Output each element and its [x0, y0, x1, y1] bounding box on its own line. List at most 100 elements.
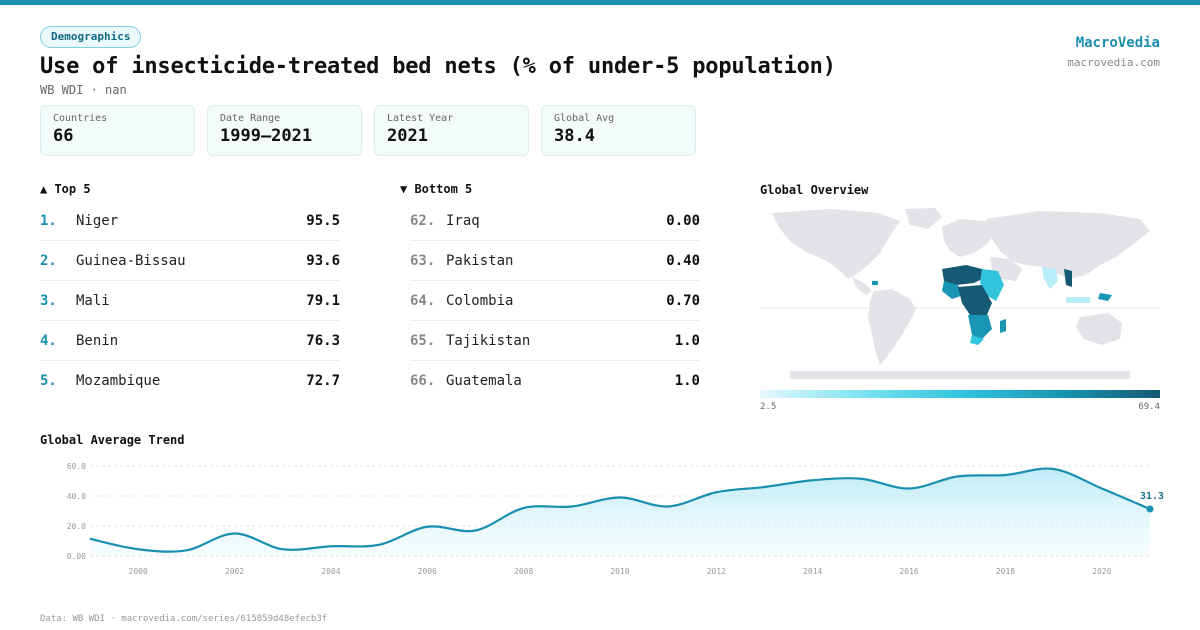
- rank-number: 64.: [410, 292, 436, 309]
- country-value: 76.3: [306, 332, 340, 349]
- x-tick-label: 2014: [803, 567, 822, 576]
- list-item[interactable]: 3. Mali 79.1: [40, 281, 340, 321]
- legend-max-label: 69.4: [1138, 402, 1160, 412]
- x-tick-label: 2000: [129, 567, 148, 576]
- rank-number: 2.: [40, 252, 57, 269]
- list-item[interactable]: 64. Colombia 0.70: [410, 281, 700, 321]
- stat-value: 1999–2021: [220, 126, 313, 146]
- stat-card-global-avg: Global Avg 38.4: [541, 105, 696, 156]
- stat-value: 2021: [387, 126, 428, 146]
- region-indonesia: [1066, 297, 1090, 303]
- y-axis-ticks: 0.00 20.0 40.0 60.0: [67, 462, 86, 561]
- country-name: Niger: [76, 212, 119, 229]
- page-subtitle: WB WDI · nan: [40, 83, 127, 97]
- trend-area: [90, 468, 1150, 556]
- stat-value: 38.4: [554, 126, 595, 146]
- list-item[interactable]: 65. Tajikistan 1.0: [410, 321, 700, 361]
- top-accent-bar: [0, 0, 1200, 5]
- global-average-trend-chart[interactable]: 0.00 20.0 40.0 60.0 2000 2002 2004 2006 2008 201…: [40, 452, 1170, 587]
- stats-row: Countries 66 Date Range 1999–2021 Latest…: [40, 105, 696, 156]
- country-name: Mali: [76, 292, 110, 309]
- trend-chart-title: Global Average Trend: [40, 433, 185, 447]
- land-greenland: [905, 208, 942, 229]
- region-southern-africa: [968, 315, 992, 339]
- rank-number: 62.: [410, 212, 436, 229]
- country-name: Tajikistan: [446, 332, 531, 349]
- stat-card-latest-year: Latest Year 2021: [374, 105, 529, 156]
- trend-end-label: 31.3: [1140, 491, 1164, 502]
- region-south-africa: [970, 335, 984, 345]
- country-value: 0.40: [666, 252, 700, 269]
- page-title: Use of insecticide-treated bed nets (% o…: [40, 54, 836, 79]
- x-tick-label: 2008: [514, 567, 533, 576]
- x-axis-ticks: 2000 2002 2004 2006 2008 2010 2012 2014 2016 2018…: [129, 567, 1112, 576]
- land-asia: [986, 211, 1150, 279]
- country-name: Guatemala: [446, 373, 522, 389]
- land-north-america: [772, 209, 900, 279]
- trend-line: [89, 467, 1151, 553]
- footer-source: Data: WB WDI · macrovedia.com/series/615…: [40, 614, 328, 624]
- country-name: Colombia: [446, 292, 514, 309]
- list-item[interactable]: 66. Guatemala 1.0: [410, 361, 700, 401]
- country-name: Iraq: [446, 212, 480, 229]
- list-item[interactable]: 4. Benin 76.3: [40, 321, 340, 361]
- region-south-asia: [1042, 267, 1058, 289]
- y-tick-label: 0.00: [67, 552, 86, 561]
- region-west-africa: [942, 281, 964, 299]
- region-madagascar: [1000, 319, 1006, 333]
- land-australia: [1076, 313, 1122, 345]
- list-item[interactable]: 1. Niger 95.5: [40, 201, 340, 241]
- highlighted-countries: [872, 265, 1112, 345]
- list-item[interactable]: 5. Mozambique 72.7: [40, 361, 340, 401]
- stat-label: Date Range: [220, 113, 281, 124]
- map-legend-gradient: [760, 390, 1160, 398]
- map-title: Global Overview: [760, 183, 869, 197]
- region-papua: [1098, 293, 1112, 301]
- region-caribbean: [872, 281, 878, 285]
- x-tick-label: 2012: [707, 567, 726, 576]
- x-tick-label: 2010: [610, 567, 629, 576]
- land-europe: [942, 219, 996, 257]
- stat-label: Global Avg: [554, 113, 615, 124]
- country-name: Benin: [76, 332, 119, 349]
- brand-name[interactable]: MacroVedia: [1075, 35, 1160, 51]
- y-tick-label: 60.0: [67, 462, 86, 471]
- category-badge[interactable]: Demographics: [40, 26, 142, 48]
- top5-heading: ▲ Top 5: [40, 182, 91, 196]
- top5-list: 1. Niger 95.5 2. Guinea-Bissau 93.6 3. M…: [40, 201, 340, 401]
- list-item[interactable]: 62. Iraq 0.00: [410, 201, 700, 241]
- country-value: 0.70: [666, 292, 700, 309]
- world-choropleth-map[interactable]: [760, 205, 1160, 380]
- stat-value: 66: [53, 126, 74, 146]
- trend-end-point: [1146, 505, 1154, 513]
- y-tick-label: 40.0: [67, 492, 86, 501]
- x-tick-label: 2018: [996, 567, 1015, 576]
- stat-card-countries: Countries 66: [40, 105, 195, 156]
- rank-number: 63.: [410, 252, 436, 269]
- country-value: 95.5: [306, 212, 340, 229]
- rank-number: 3.: [40, 292, 57, 309]
- country-value: 1.0: [674, 332, 700, 349]
- legend-min-label: 2.5: [760, 402, 777, 412]
- country-value: 79.1: [306, 292, 340, 309]
- x-tick-label: 2004: [321, 567, 340, 576]
- rank-number: 4.: [40, 332, 57, 349]
- stat-card-date-range: Date Range 1999–2021: [207, 105, 362, 156]
- country-name: Pakistan: [446, 252, 514, 269]
- land-masses: [772, 208, 1150, 379]
- land-antarctica: [790, 371, 1130, 379]
- x-tick-label: 2002: [225, 567, 244, 576]
- stat-label: Countries: [53, 113, 108, 124]
- land-south-america: [868, 289, 916, 365]
- stat-label: Latest Year: [387, 113, 454, 124]
- country-name: Guinea-Bissau: [76, 252, 186, 269]
- rank-number: 5.: [40, 373, 57, 389]
- bottom5-list: 62. Iraq 0.00 63. Pakistan 0.40 64. Colo…: [410, 201, 700, 401]
- country-value: 1.0: [674, 373, 700, 389]
- brand-url[interactable]: macrovedia.com: [1067, 56, 1160, 69]
- list-item[interactable]: 63. Pakistan 0.40: [410, 241, 700, 281]
- country-name: Mozambique: [76, 373, 161, 389]
- rank-number: 66.: [410, 373, 436, 389]
- list-item[interactable]: 2. Guinea-Bissau 93.6: [40, 241, 340, 281]
- region-sahel: [942, 265, 986, 285]
